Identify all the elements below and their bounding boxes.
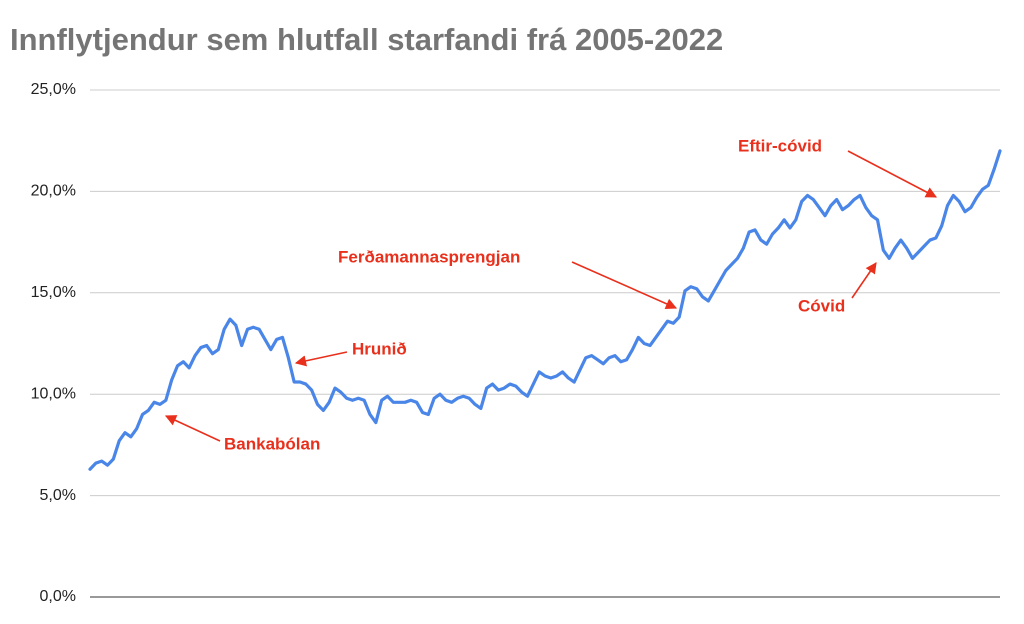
y-tick-label: 0,0% (40, 588, 76, 605)
annotation: Eftir-cóvid (738, 136, 822, 155)
annotation-arrow (294, 351, 348, 367)
annotation-arrow (847, 150, 937, 198)
annotation: Hrunið (352, 339, 407, 358)
annotation-arrow (851, 262, 877, 299)
data-line (88, 149, 1002, 471)
annotation: Bankabólan (224, 434, 320, 453)
y-tick-label: 5,0% (40, 487, 76, 504)
y-tick-label: 20,0% (31, 183, 76, 200)
y-tick-label: 10,0% (31, 385, 76, 402)
annotation-arrow (164, 415, 221, 442)
annotation: Ferðamannasprengjan (338, 247, 520, 266)
annotation-arrow (571, 261, 678, 310)
y-tick-label: 25,0% (31, 81, 76, 98)
y-tick-label: 15,0% (31, 284, 76, 301)
annotation: Cóvid (798, 296, 845, 315)
chart-title: Innflytjendur sem hlutfall starfandi frá… (10, 22, 723, 57)
